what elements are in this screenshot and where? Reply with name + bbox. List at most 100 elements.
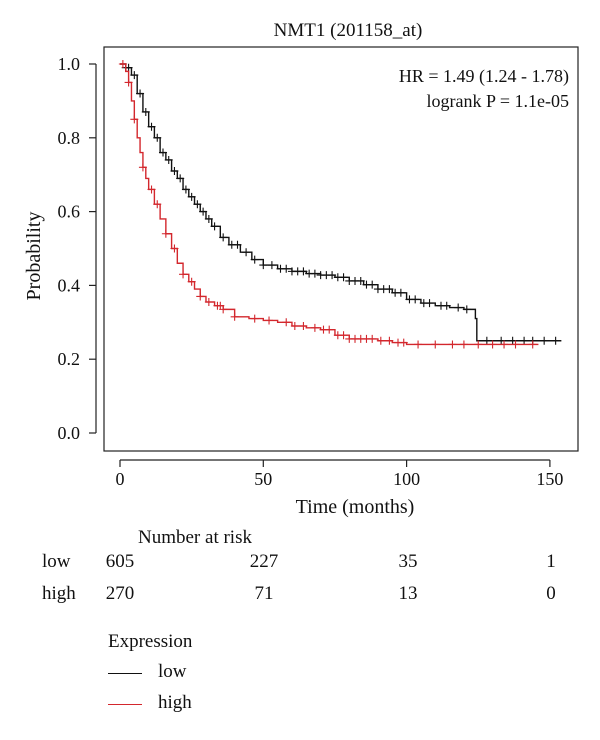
legend-swatch-low: [108, 673, 142, 674]
censor-mark: [310, 269, 319, 278]
censor-mark: [540, 336, 549, 345]
censor-mark: [431, 340, 440, 349]
y-tick-label: 0.0: [58, 423, 81, 443]
logrank-annotation: logrank P = 1.1e-05: [427, 91, 569, 111]
censor-mark: [368, 280, 377, 289]
x-axis: 0 50 100 150: [116, 459, 563, 489]
y-axis-label: Probability: [23, 212, 45, 301]
censor-mark: [219, 233, 228, 242]
censor-mark: [193, 200, 202, 209]
censor-mark: [136, 89, 145, 98]
y-tick-label: 0.4: [58, 275, 81, 295]
censor-mark: [376, 336, 385, 345]
risk-value: 13: [398, 583, 418, 604]
risk-value: 0: [546, 583, 556, 604]
y-tick-label: 0.8: [58, 128, 81, 148]
censor-mark: [130, 115, 139, 124]
series-high: [118, 60, 539, 349]
censor-mark: [488, 340, 497, 349]
censor-mark: [267, 261, 276, 270]
censor-mark: [230, 312, 239, 321]
censor-mark: [210, 222, 219, 231]
risk-row-label: high: [42, 583, 76, 604]
censor-mark: [282, 318, 291, 327]
censor-mark: [454, 303, 463, 312]
censor-mark: [138, 163, 147, 172]
censor-mark: [199, 207, 208, 216]
risk-value: 605: [105, 551, 135, 572]
censor-mark: [299, 321, 308, 330]
y-axis: 0.0 0.2 0.4 0.6 0.8 1.0: [58, 54, 97, 443]
censor-mark: [356, 276, 365, 285]
censor-mark: [425, 299, 434, 308]
censor-mark: [158, 148, 167, 157]
risk-row-label: low: [42, 551, 71, 572]
risk-table-header: Number at risk: [138, 527, 252, 548]
censor-mark: [219, 305, 228, 314]
censor-mark: [187, 277, 196, 286]
censor-mark: [385, 336, 394, 345]
censor-mark: [233, 240, 242, 249]
censor-mark: [414, 340, 423, 349]
censor-mark: [130, 71, 139, 80]
censor-mark: [204, 298, 213, 307]
risk-row-high: high 270 71 13 0: [0, 583, 600, 615]
censor-mark: [528, 340, 537, 349]
censor-mark: [500, 340, 509, 349]
risk-value: 227: [249, 551, 279, 572]
legend-label-high: high: [158, 692, 192, 713]
censor-mark: [179, 270, 188, 279]
censor-mark: [153, 133, 162, 142]
censor-mark: [250, 314, 259, 323]
censor-mark: [474, 340, 483, 349]
x-axis-label: Time (months): [296, 496, 415, 518]
censor-mark: [118, 60, 127, 68]
censor-mark: [328, 271, 337, 280]
censor-mark: [204, 214, 213, 223]
censor-mark: [161, 229, 170, 238]
censor-mark: [181, 185, 190, 194]
censor-mark: [511, 340, 520, 349]
series-layer: [118, 60, 562, 349]
censor-mark: [170, 167, 179, 176]
censor-mark: [368, 334, 377, 343]
censor-mark: [147, 185, 156, 194]
legend-item-low: low: [108, 661, 192, 692]
censor-mark: [396, 288, 405, 297]
y-tick-label: 0.2: [58, 349, 81, 369]
censor-mark: [551, 336, 560, 345]
censor-mark: [310, 323, 319, 332]
censor-mark: [141, 107, 150, 116]
censor-mark: [176, 174, 185, 183]
censor-mark: [411, 295, 420, 304]
survival-chart: NMT1 (201158_at) 0.0 0.2 0.4 0.6 0.8 1.0 0 50 1…: [23, 20, 579, 518]
y-tick-label: 1.0: [58, 54, 81, 74]
censor-mark: [325, 325, 334, 334]
censor-mark: [147, 122, 156, 131]
censor-mark: [196, 292, 205, 301]
risk-row-low: low 605 227 35 1: [0, 551, 600, 583]
y-tick-label: 0.6: [58, 202, 81, 222]
censor-mark: [482, 336, 491, 345]
censor-mark: [462, 305, 471, 314]
censor-mark: [153, 200, 162, 209]
plot-frame: [103, 46, 579, 452]
legend-swatch-high: [108, 704, 142, 705]
chart-title: NMT1 (201158_at): [274, 20, 423, 41]
risk-value: 35: [398, 551, 418, 572]
censor-mark: [259, 261, 268, 270]
legend: Expression low high: [108, 631, 192, 723]
censor-mark: [282, 264, 291, 273]
risk-table: low 605 227 35 1 high 270 71 13 0: [0, 551, 600, 615]
risk-value: 270: [105, 583, 135, 604]
censor-mark: [299, 267, 308, 276]
legend-title: Expression: [108, 631, 193, 652]
x-tick-label: 0: [116, 469, 125, 489]
risk-value: 1: [546, 551, 556, 572]
risk-value: 71: [254, 583, 274, 604]
censor-mark: [164, 155, 173, 164]
censor-mark: [399, 338, 408, 347]
censor-mark: [265, 316, 274, 325]
censor-mark: [459, 340, 468, 349]
censor-mark: [290, 321, 299, 330]
